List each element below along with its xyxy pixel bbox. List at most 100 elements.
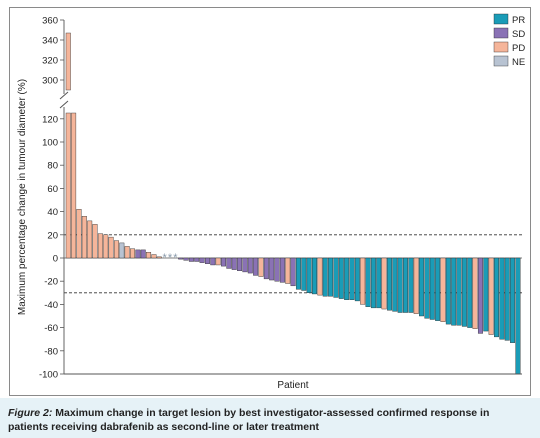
bar [301,257,307,291]
y-tick-label: -60 [44,323,58,334]
bar [515,257,521,375]
axis-break-mark [59,100,69,109]
bar [269,257,275,281]
waterfall-chart: Maximum percentage change in tumour diam… [17,13,525,391]
bar [188,257,194,262]
bar [499,257,505,340]
bar [413,257,419,314]
legend-label: SD [512,29,525,40]
bar [81,216,87,259]
bar [87,220,93,259]
bar [130,248,135,259]
not-evaluable-marker: * [168,252,173,264]
bar [306,257,312,293]
bar [65,112,71,259]
not-evaluable-marker: * [173,252,178,264]
bar [317,257,323,296]
bar [344,257,350,300]
bar [210,257,216,266]
bar [124,246,130,259]
bar [483,257,489,332]
bar [381,257,387,310]
bar [247,257,253,274]
y-tick-label: -40 [44,300,58,311]
bar [183,257,189,261]
bar [338,257,344,299]
bar [510,257,516,343]
bar [403,257,408,313]
bar [221,257,226,267]
y-tick-label: 320 [42,56,58,67]
bar [231,257,237,270]
bar [178,257,184,260]
y-axis-label: Maximum percentage change in tumour diam… [17,79,28,315]
y-tick-label: -100 [39,370,58,381]
plot-frame [9,7,531,396]
y-tick-label: 40 [47,207,58,218]
bar [488,257,494,335]
y-tick-label: 100 [42,138,58,149]
bar [135,249,141,259]
bar [97,233,103,259]
bar [328,257,334,297]
bar [370,257,376,309]
bar [92,224,98,259]
legend-label: PR [512,15,525,26]
bar [376,257,382,309]
bar [290,257,296,287]
bar [119,242,125,259]
bar [435,257,441,321]
bar-upper-segment [65,32,71,91]
y-tick-label: 60 [47,184,58,195]
legend-label: PD [512,43,525,54]
bar [477,257,483,334]
y-tick-label: -80 [44,346,58,357]
bar [312,257,317,295]
bar [504,257,510,341]
bar [386,257,392,311]
bar [322,257,328,297]
not-evaluable-marker: * [162,252,167,264]
bar [258,257,264,277]
figure-caption: Figure 2: Maximum change in target lesio… [8,406,532,434]
bar [408,257,414,313]
bar [113,240,119,259]
legend-swatch [493,55,509,67]
bar [445,257,451,325]
bar [279,257,285,283]
bar [76,209,82,259]
bar [424,257,430,319]
bar [140,249,146,259]
bar [263,257,269,280]
bar [237,257,243,271]
bar [461,257,467,327]
bar [494,257,499,338]
bar [365,257,371,307]
bar [226,257,232,269]
bar [151,254,157,259]
bar [204,257,210,265]
y-tick-label: 340 [42,36,58,47]
bar [451,257,457,326]
bar [354,257,360,302]
bar [274,257,280,282]
x-axis-label: Patient [277,380,308,391]
bar [419,257,425,317]
bar [392,257,398,312]
bar [360,257,366,305]
legend-swatch [493,41,509,53]
y-tick-label: 0 [53,254,58,265]
legend-swatch [493,27,509,39]
bar [156,256,162,259]
bar [253,257,259,276]
bar [349,257,355,300]
bar [333,257,339,298]
caption-box: Figure 2: Maximum change in target lesio… [0,398,540,438]
legend-label: NE [512,57,525,68]
y-tick-label: 80 [47,161,58,172]
bar [397,257,403,313]
y-tick-label: 300 [42,76,58,87]
y-tick-label: 360 [42,16,58,27]
bar [215,257,221,266]
